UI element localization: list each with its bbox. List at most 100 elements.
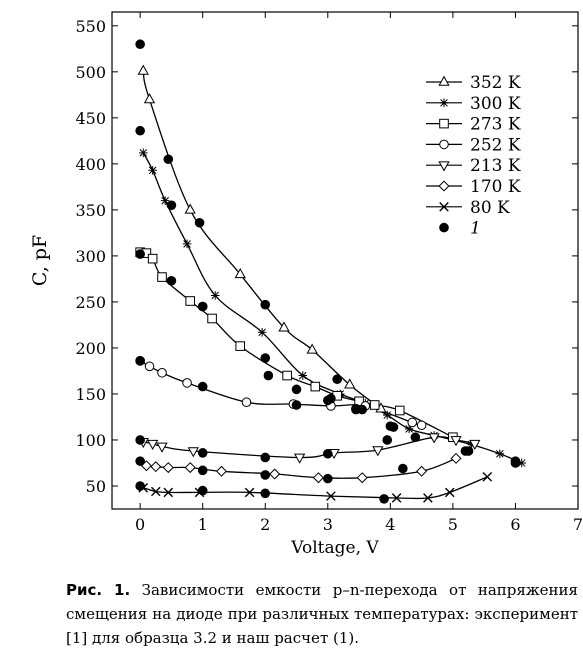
- axes: 0 1 2 3 4 5 6 7 50 100 150 200 250 300 350 400 450 500 550: [75, 12, 583, 534]
- data-point: [312, 472, 324, 484]
- data-point: [166, 275, 177, 286]
- legend-item: 80 K: [426, 198, 510, 218]
- data-point: [147, 439, 159, 450]
- x-tick-label: 4: [385, 515, 395, 534]
- data-point: [298, 371, 308, 380]
- x-tick-label: 5: [448, 515, 458, 534]
- data-point: [260, 470, 271, 480]
- x-tick-label: 2: [260, 515, 270, 534]
- data-point: [197, 448, 208, 458]
- y-tick-label: 250: [75, 293, 106, 312]
- data-point: [194, 217, 205, 228]
- series-252-k: [135, 356, 427, 431]
- series-1: [135, 39, 521, 504]
- legend-marker: [438, 161, 450, 172]
- y-tick-label: 300: [75, 247, 106, 266]
- data-point: [263, 370, 274, 381]
- legend-item: 300 K: [426, 94, 521, 114]
- data-point: [278, 321, 290, 332]
- data-point: [135, 435, 145, 445]
- data-point: [260, 488, 271, 499]
- legend-label: 1: [470, 219, 481, 239]
- legend-marker: [439, 139, 449, 150]
- data-point: [138, 148, 148, 158]
- data-point: [143, 93, 156, 104]
- fit-curve: [142, 70, 382, 410]
- data-point: [184, 203, 196, 214]
- data-point: [391, 493, 402, 503]
- data-point: [428, 433, 440, 444]
- data-point: [215, 465, 227, 477]
- legend-label: 80 K: [470, 198, 510, 218]
- data-point: [394, 405, 405, 416]
- data-point: [322, 395, 333, 406]
- y-tick-label: 150: [75, 385, 106, 404]
- data-point: [467, 440, 476, 449]
- data-point: [310, 381, 321, 392]
- data-point: [260, 353, 271, 363]
- data-point: [416, 420, 427, 431]
- data-point: [372, 446, 384, 457]
- fit-curve: [143, 476, 488, 500]
- data-point: [197, 381, 208, 392]
- data-point: [306, 343, 318, 354]
- data-point: [241, 397, 252, 408]
- data-point: [185, 296, 195, 306]
- legend-label: 352 K: [470, 73, 521, 93]
- x-tick-label: 7: [573, 515, 583, 534]
- data-point: [450, 436, 462, 447]
- fit-curves: [139, 70, 522, 500]
- y-tick-label: 100: [75, 431, 106, 450]
- data-point: [260, 452, 271, 463]
- legend-item: 273 K: [426, 115, 521, 135]
- data-point: [322, 448, 333, 459]
- data-point: [351, 404, 361, 415]
- data-point: [382, 410, 392, 420]
- data-point: [344, 378, 356, 389]
- legend-item: 1: [439, 219, 481, 239]
- data-point: [482, 471, 493, 482]
- data-point: [135, 356, 145, 366]
- data-point: [160, 196, 170, 205]
- data-point: [182, 239, 192, 249]
- x-tick-label: 0: [135, 515, 145, 534]
- data-point: [135, 481, 145, 491]
- figure-label: Рис. 1.: [66, 581, 131, 599]
- data-point: [450, 452, 462, 464]
- legend-label: 170 K: [470, 177, 521, 197]
- data-point: [207, 313, 217, 324]
- y-tick-label: 350: [75, 201, 106, 220]
- data-point: [166, 200, 177, 211]
- fit-curve: [146, 457, 457, 479]
- data-point: [291, 400, 302, 410]
- legend-label: 273 K: [470, 115, 521, 135]
- data-point: [463, 446, 474, 456]
- data-point: [137, 64, 149, 75]
- data-point: [293, 453, 306, 464]
- legend-marker: [438, 180, 450, 192]
- legend-label: 252 K: [470, 135, 521, 155]
- legend-item: 213 K: [426, 156, 521, 176]
- data-point: [135, 456, 145, 466]
- data-point: [322, 473, 333, 484]
- data-point: [135, 249, 145, 259]
- data-point: [184, 462, 196, 474]
- y-axis-label: C, pF: [29, 235, 51, 286]
- data-point: [197, 485, 208, 496]
- data-point: [510, 458, 521, 468]
- data-point: [148, 166, 157, 175]
- data-point: [235, 341, 246, 351]
- legend-item: 352 K: [426, 73, 521, 93]
- data-point: [157, 272, 167, 282]
- data-point: [404, 424, 414, 434]
- legend-marker: [439, 222, 449, 233]
- legend-marker: [439, 98, 449, 108]
- data-points: [135, 39, 527, 504]
- data-point: [260, 299, 271, 310]
- data-point: [156, 442, 168, 453]
- fit-curve: [139, 360, 422, 426]
- x-tick-label: 1: [198, 515, 208, 534]
- data-point: [410, 432, 421, 443]
- chart: 0 1 2 3 4 5 6 7 50 100 150 200 250 300 350 400 450 500 550…: [29, 11, 583, 558]
